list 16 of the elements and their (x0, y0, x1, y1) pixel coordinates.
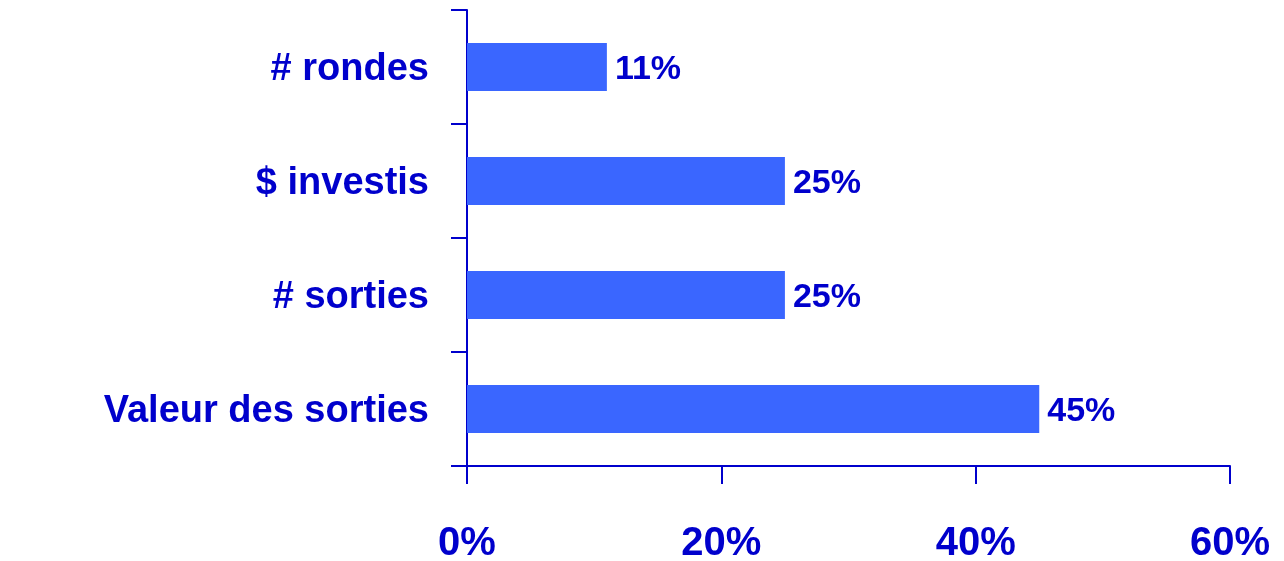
bar (467, 43, 607, 91)
y-tick-label: # sorties (272, 274, 429, 316)
x-tick-label: 40% (935, 519, 1016, 561)
data-label: 25% (792, 162, 861, 200)
y-tick-label: # rondes (270, 46, 429, 88)
y-tick-label: $ investis (255, 160, 429, 202)
y-tick-label: Valeur des sorties (103, 388, 429, 430)
data-label: 11% (614, 48, 682, 86)
x-tick-label: 60% (1189, 519, 1271, 561)
x-tick-label: 20% (681, 519, 762, 561)
bar (467, 157, 785, 205)
bar (467, 271, 785, 319)
data-label: 25% (792, 276, 861, 314)
x-tick-label: 0% (438, 519, 496, 561)
data-label: 45% (1047, 390, 1116, 428)
bar (467, 385, 1040, 433)
